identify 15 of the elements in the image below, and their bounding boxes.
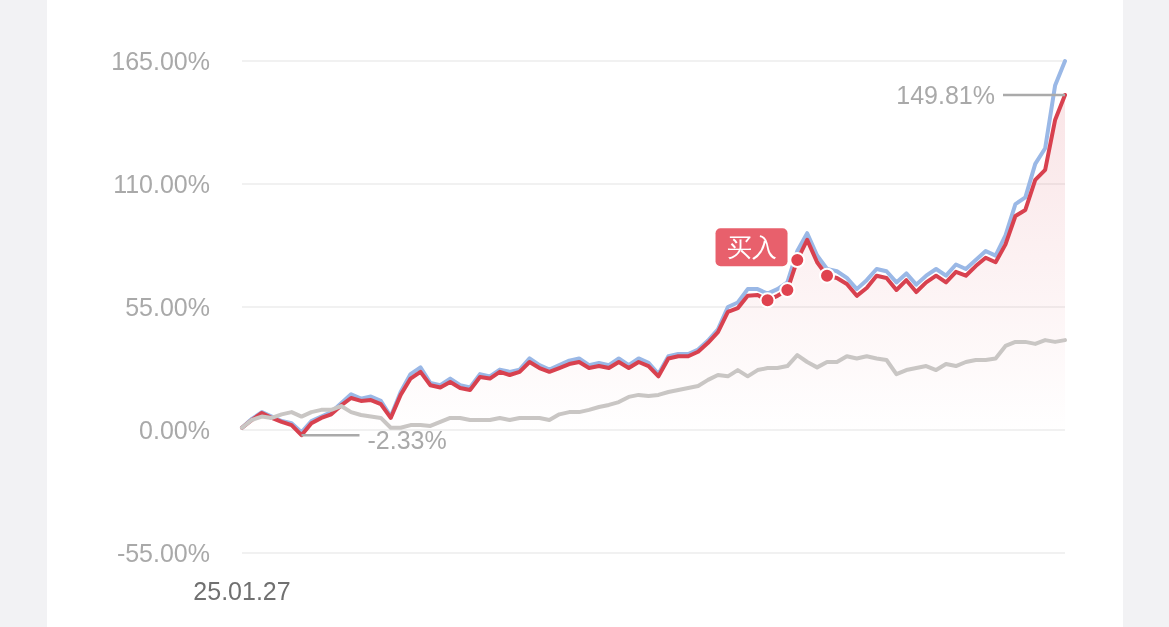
point [779,282,796,298]
x-tick-label: 25.01.27 [193,577,291,605]
annotation: -2.33% [367,426,447,455]
line-series [240,338,1067,430]
y-tick-label: 0.00% [139,416,210,444]
picture-label: 买入 [715,228,788,267]
point [819,267,836,284]
annotation: 149.81% [896,80,995,109]
y-tick-label: 55.00% [125,293,210,321]
y-tick-label: 165.00% [111,47,210,75]
point [759,292,776,309]
point [789,252,806,269]
y-tick-label: -55.00% [116,539,210,567]
y-tick-label: 110.00% [113,170,210,198]
annotation: 买入 [726,233,777,262]
